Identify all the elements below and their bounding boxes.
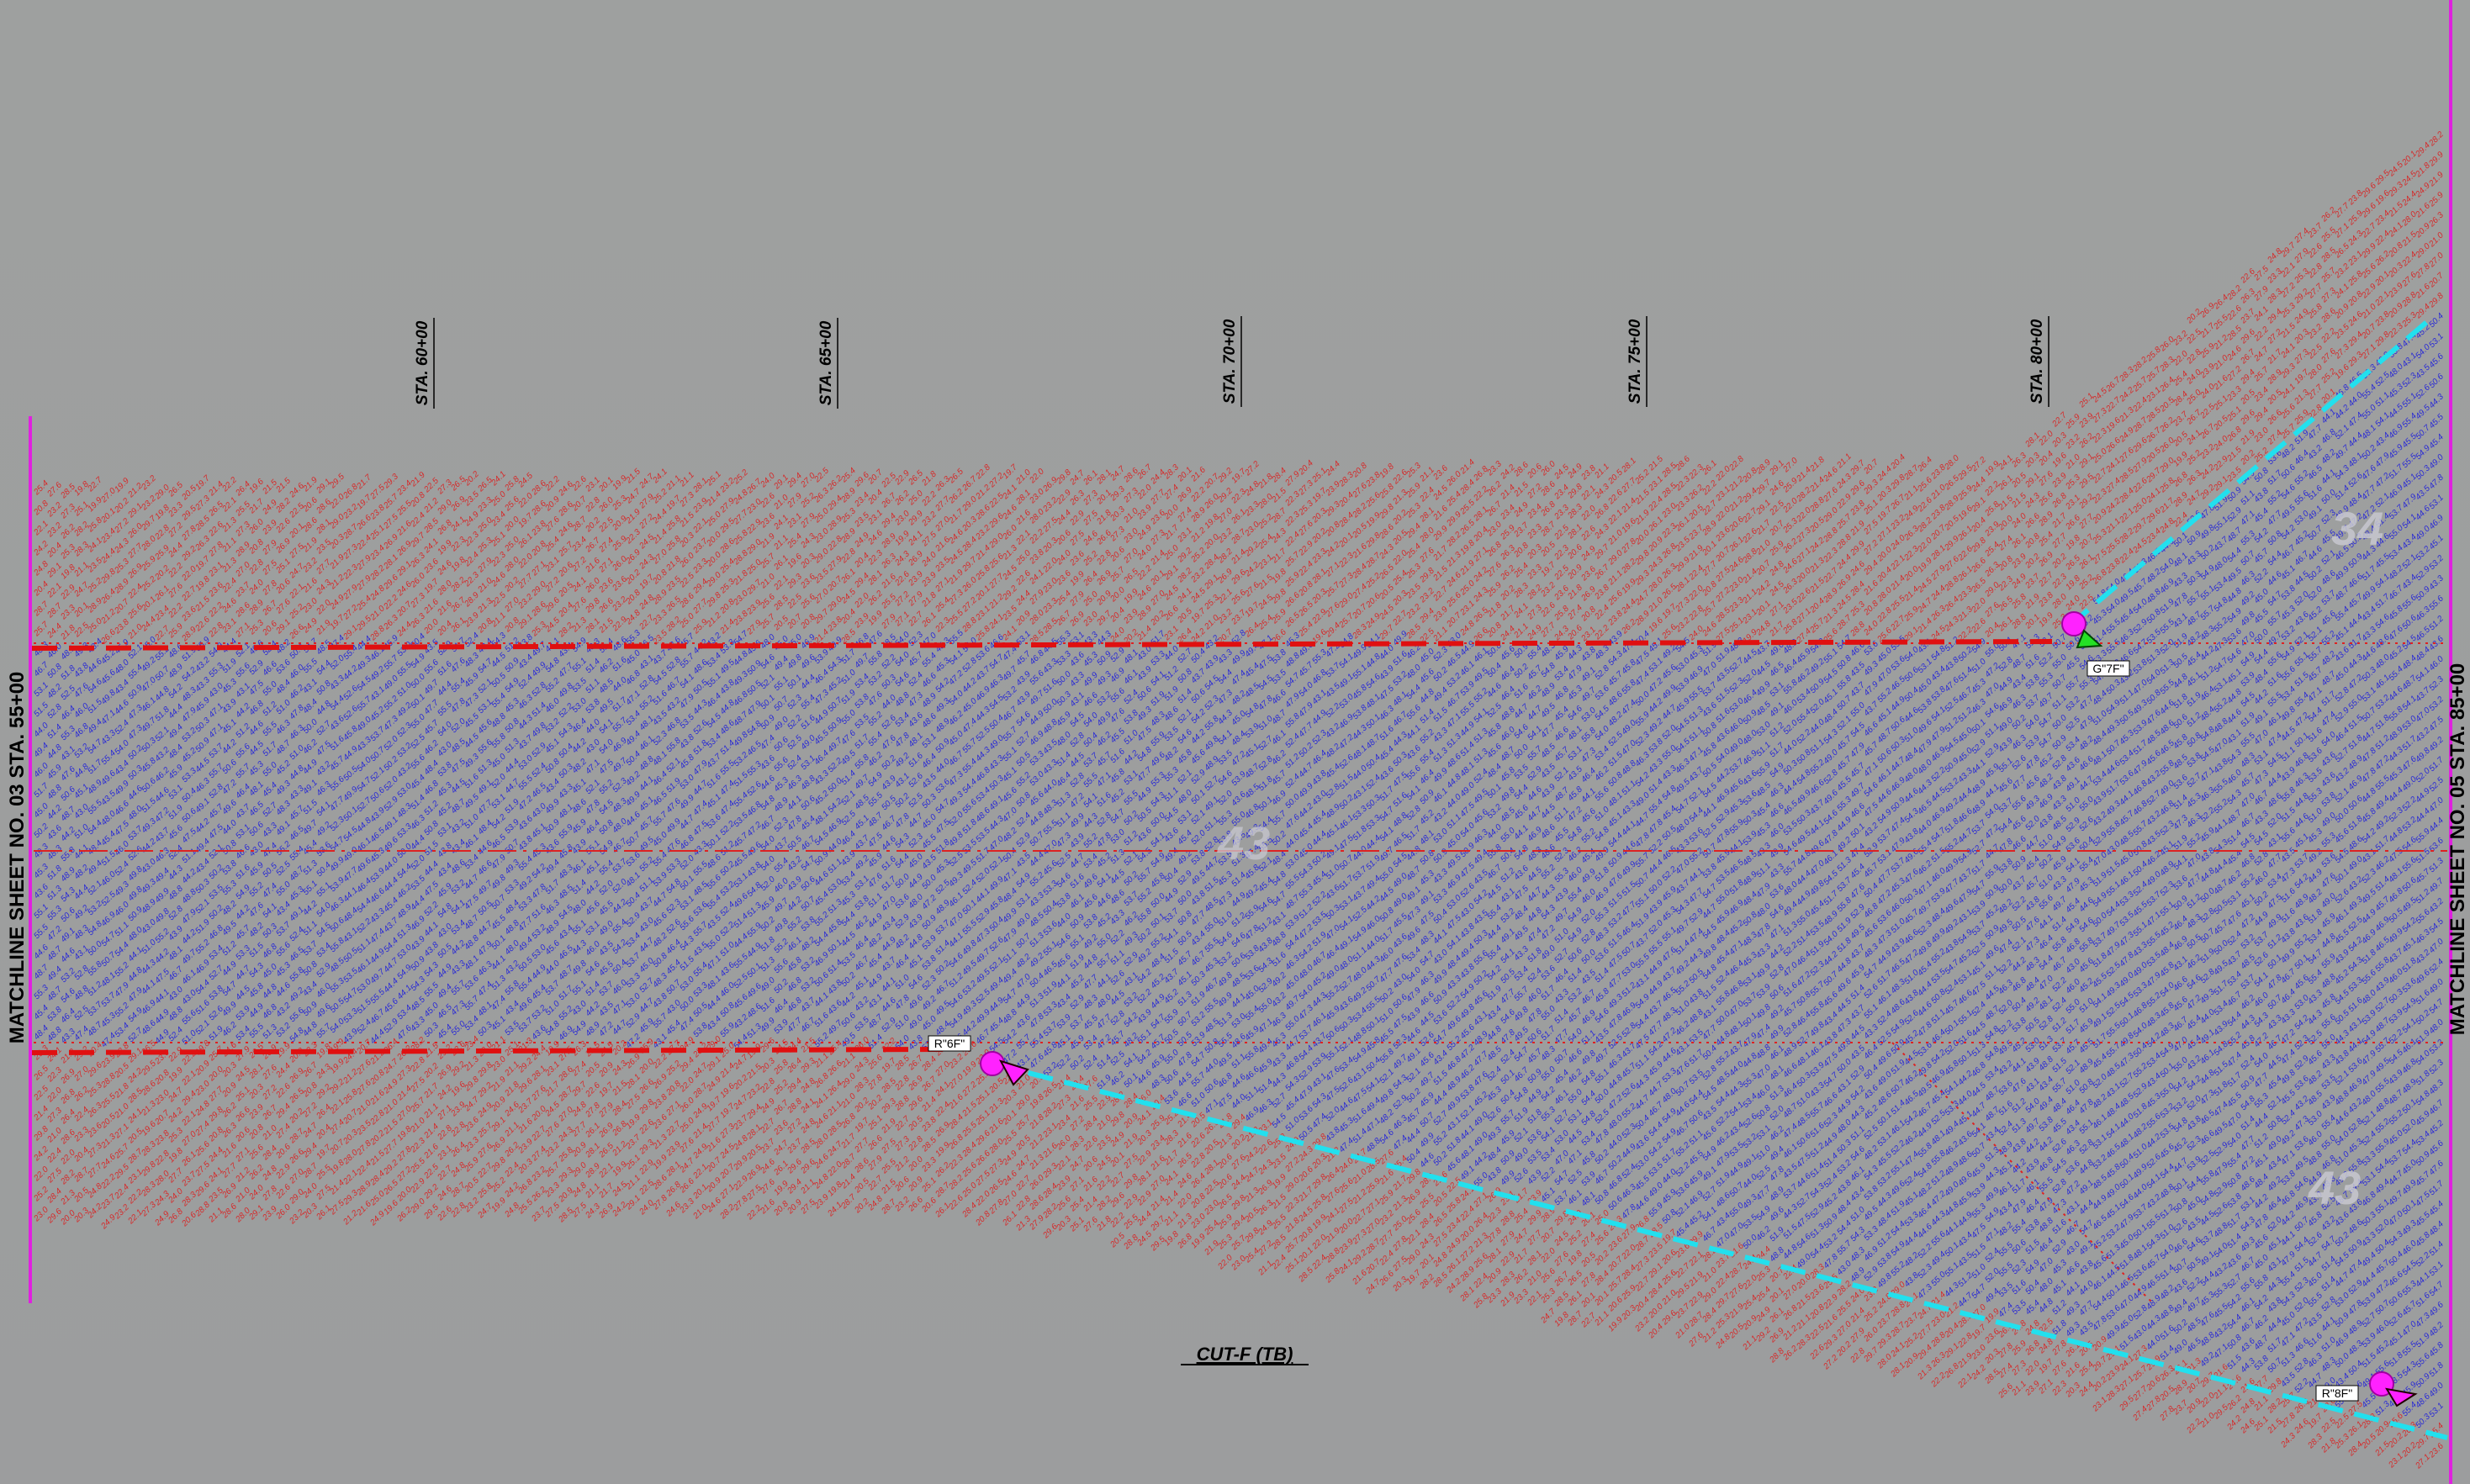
grading-plan-drawing: 25.420.822.124.224.820.428.725.725.326.5…: [0, 0, 2470, 1484]
